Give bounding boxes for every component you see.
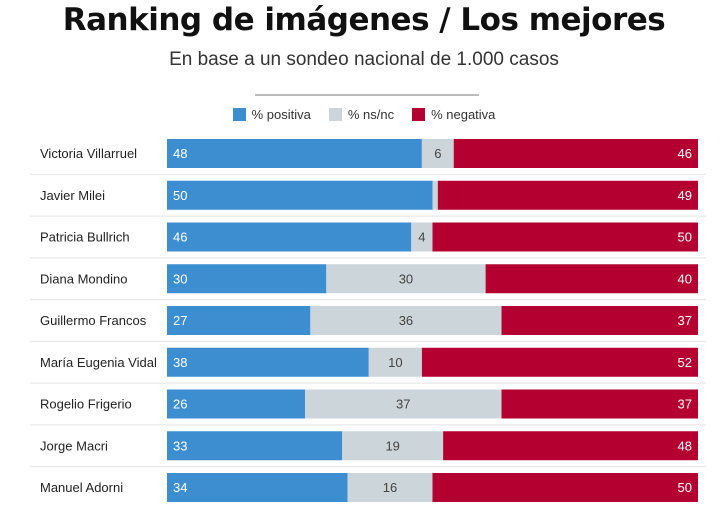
value-label-negativa-victoria-villarruel: 46 — [678, 146, 692, 161]
value-label-nsnc-rogelio-frigerio: 37 — [396, 397, 410, 412]
value-label-nsnc-manuel-adorni: 16 — [383, 480, 397, 495]
row-label-manuel-adorni: Manuel Adorni — [40, 480, 123, 495]
value-label-nsnc-diana-mondino: 30 — [399, 271, 413, 286]
value-label-nsnc-maria-eugenia-vidal: 10 — [388, 355, 402, 370]
row-label-maria-eugenia-vidal: María Eugenia Vidal — [40, 355, 157, 370]
value-label-positiva-jorge-macri: 33 — [173, 438, 187, 453]
value-label-positiva-rogelio-frigerio: 26 — [173, 397, 187, 412]
row-label-victoria-villarruel: Victoria Villarruel — [40, 146, 137, 161]
bar-positiva-rogelio-frigerio — [167, 389, 306, 419]
bar-nsnc-jorge-macri — [342, 431, 444, 461]
bar-nsnc-manuel-adorni — [347, 473, 433, 502]
bar-positiva-javier-milei — [167, 180, 433, 210]
bar-positiva-maria-eugenia-vidal — [167, 347, 369, 377]
value-label-nsnc-patricia-bullrich: 4 — [418, 230, 425, 245]
bar-negativa-javier-milei — [437, 180, 698, 210]
legend-label-nsnc: % ns/nc — [347, 107, 395, 122]
value-label-negativa-jorge-macri: 48 — [678, 438, 692, 453]
bar-negativa-diana-mondino — [485, 264, 698, 294]
value-label-positiva-diana-mondino: 30 — [173, 271, 187, 286]
value-label-positiva-patricia-bullrich: 46 — [173, 230, 187, 245]
legend-swatch-negativa — [412, 108, 426, 121]
legend: % positiva % ns/nc % negativa — [0, 107, 728, 122]
bar-positiva-manuel-adorni — [167, 473, 348, 502]
bar-nsnc-rogelio-frigerio — [305, 389, 502, 419]
value-label-positiva-guillermo-francos: 27 — [173, 313, 187, 328]
bar-negativa-manuel-adorni — [432, 473, 698, 502]
bar-positiva-guillermo-francos — [167, 306, 311, 335]
value-label-negativa-guillermo-francos: 37 — [678, 313, 692, 328]
bar-negativa-victoria-villarruel — [453, 139, 698, 168]
value-label-positiva-victoria-villarruel: 48 — [173, 146, 187, 161]
bar-positiva-jorge-macri — [167, 431, 343, 461]
legend-item-negativa: % negativa — [412, 107, 495, 122]
row-label-patricia-bullrich: Patricia Bullrich — [40, 230, 130, 245]
legend-label-negativa: % negativa — [431, 107, 496, 122]
value-label-negativa-maria-eugenia-vidal: 52 — [678, 355, 692, 370]
row-label-diana-mondino: Diana Mondino — [40, 271, 127, 286]
value-label-positiva-maria-eugenia-vidal: 38 — [173, 355, 187, 370]
bar-positiva-victoria-villarruel — [167, 139, 422, 168]
value-label-negativa-rogelio-frigerio: 37 — [678, 397, 692, 412]
value-label-nsnc-jorge-macri: 19 — [385, 438, 399, 453]
bar-positiva-diana-mondino — [167, 264, 327, 294]
divider — [255, 94, 479, 96]
value-label-positiva-javier-milei: 50 — [173, 188, 187, 203]
legend-item-positiva: % positiva — [232, 107, 311, 122]
bar-nsnc-guillermo-francos — [310, 306, 502, 335]
bar-negativa-guillermo-francos — [501, 306, 698, 335]
row-label-jorge-macri: Jorge Macri — [40, 438, 108, 453]
row-label-guillermo-francos: Guillermo Francos — [40, 313, 147, 328]
bar-negativa-jorge-macri — [443, 431, 698, 461]
bar-nsnc-victoria-villarruel — [421, 139, 454, 168]
row-label-javier-milei: Javier Milei — [40, 188, 105, 203]
bar-nsnc-javier-milei — [432, 180, 438, 210]
bar-positiva-patricia-bullrich — [167, 222, 412, 252]
legend-swatch-nsnc — [328, 108, 342, 121]
value-label-nsnc-guillermo-francos: 36 — [399, 313, 413, 328]
value-label-negativa-diana-mondino: 40 — [678, 271, 692, 286]
bar-negativa-rogelio-frigerio — [501, 389, 698, 419]
bar-nsnc-maria-eugenia-vidal — [368, 347, 422, 377]
value-label-nsnc-victoria-villarruel: 6 — [434, 146, 441, 161]
legend-item-nsnc: % ns/nc — [328, 107, 395, 122]
value-label-negativa-manuel-adorni: 50 — [678, 480, 692, 495]
bar-negativa-patricia-bullrich — [432, 222, 698, 252]
value-label-negativa-patricia-bullrich: 50 — [678, 230, 692, 245]
bar-negativa-maria-eugenia-vidal — [421, 347, 698, 377]
chart-subtitle: En base a un sondeo nacional de 1.000 ca… — [169, 49, 559, 70]
legend-label-positiva: % positiva — [251, 107, 311, 122]
bar-nsnc-diana-mondino — [326, 264, 486, 294]
value-label-positiva-manuel-adorni: 34 — [173, 480, 187, 495]
legend-swatch-positiva — [232, 108, 246, 121]
value-label-negativa-javier-milei: 49 — [678, 188, 692, 203]
row-label-rogelio-frigerio: Rogelio Frigerio — [40, 397, 132, 412]
bar-nsnc-patricia-bullrich — [411, 222, 433, 252]
chart-title: Ranking de imágenes / Los mejores — [62, 2, 666, 38]
